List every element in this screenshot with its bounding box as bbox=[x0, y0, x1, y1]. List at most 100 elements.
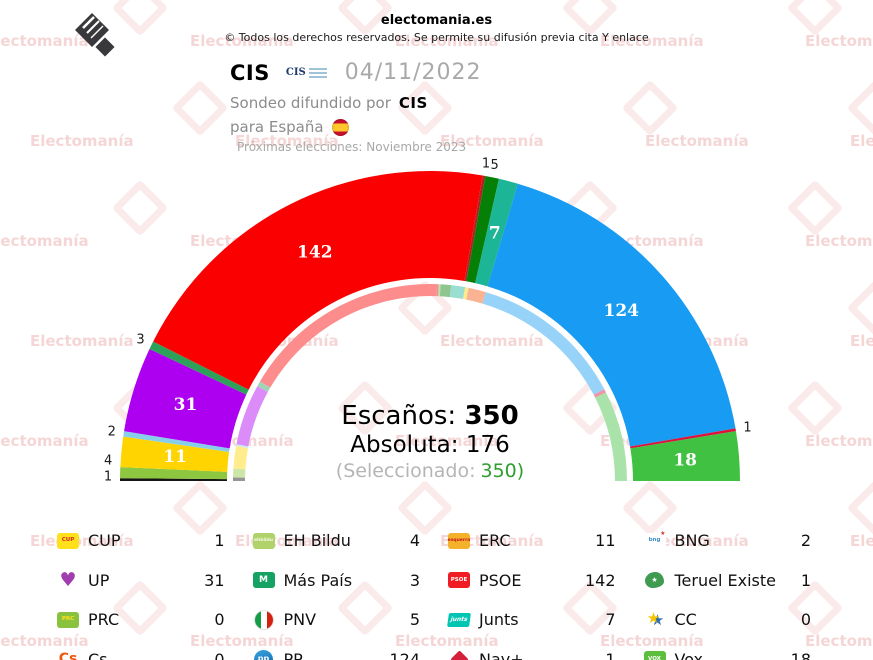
totals-block: Escaños: 350 Absoluta: 176 (Seleccionado… bbox=[270, 401, 590, 482]
party-seats: 1 bbox=[800, 570, 811, 590]
inner-arc-segment-prc bbox=[438, 284, 441, 297]
psoe-logo-icon: PSOE bbox=[446, 570, 472, 590]
majority-label: Absoluta: bbox=[350, 432, 459, 458]
party-seats: 124 bbox=[389, 649, 420, 660]
inner-arc-segment-vox bbox=[595, 392, 627, 481]
cis-logo-text: CIS bbox=[285, 67, 306, 78]
party-name: BNG bbox=[674, 531, 710, 551]
inner-arc-segment-cc bbox=[463, 287, 469, 300]
pp-logo-icon: pp bbox=[251, 649, 277, 660]
party-name: PRC bbox=[88, 610, 120, 630]
seat-label-teruel-existe: 1 bbox=[482, 156, 490, 171]
party-seats: 31 bbox=[204, 570, 225, 590]
watermark-logo-icon bbox=[846, 479, 873, 537]
arc-segment-bng bbox=[123, 431, 230, 452]
party-name: CC bbox=[674, 610, 697, 630]
watermark-logo-icon bbox=[111, 179, 169, 237]
party-name: Vox bbox=[674, 649, 703, 660]
party-name: EH Bildu bbox=[283, 531, 351, 551]
inner-arc-segment-eh-bildu bbox=[233, 468, 246, 478]
watermark-text: Electomanía bbox=[850, 332, 873, 350]
watermark-text: Electomanía bbox=[805, 232, 873, 250]
watermark-logo-icon bbox=[846, 79, 873, 137]
party-seats: 3 bbox=[409, 570, 420, 590]
seats-total-label: Escaños: bbox=[341, 401, 457, 431]
legend-item-bng: ★ bng BNG 2 bbox=[642, 521, 811, 561]
legend-item-psoe: PSOE PSOE 142 bbox=[446, 561, 616, 601]
seat-label-nav: 1 bbox=[743, 420, 751, 435]
party-name: Cs bbox=[88, 649, 108, 660]
arc-segment-cup bbox=[119, 478, 228, 481]
watermark-logo-icon bbox=[171, 279, 229, 337]
party-name: PNV bbox=[283, 610, 317, 630]
seats-total-value: 350 bbox=[464, 401, 519, 431]
seat-label-junts: 7 bbox=[489, 223, 501, 243]
watermark-logo-icon bbox=[396, 279, 454, 337]
watermark-logo-icon bbox=[786, 379, 844, 437]
watermark-text: Electomanía bbox=[0, 432, 89, 450]
watermark-logo-icon bbox=[171, 79, 229, 137]
party-seats: 4 bbox=[409, 531, 420, 551]
arc-segment-m-s-pa-s bbox=[149, 341, 249, 395]
watermark-text: Electomanía bbox=[850, 132, 873, 150]
party-seats: 1 bbox=[214, 531, 225, 551]
spain-flag-icon bbox=[331, 118, 349, 136]
watermark-logo-icon bbox=[111, 379, 169, 437]
pollster-name: CIS bbox=[230, 60, 270, 85]
seat-label-erc: 11 bbox=[163, 447, 187, 467]
legend-item-cc: ★ ★ CC 0 bbox=[642, 600, 811, 640]
inner-arc-segment-erc bbox=[233, 445, 248, 470]
inner-arc-segment-psoe bbox=[259, 284, 438, 388]
up-logo-icon: ♥ bbox=[59, 568, 77, 591]
party-seats: 18 bbox=[790, 649, 811, 660]
party-name: Junts bbox=[479, 610, 519, 630]
selected-value: 350) bbox=[480, 460, 525, 482]
party-seats: 2 bbox=[800, 531, 811, 551]
legend-item-vox: VOX Vox 18 bbox=[642, 640, 811, 660]
legend-item-erc: esquerra ERC 11 bbox=[446, 521, 616, 561]
cis-logo-lines bbox=[308, 67, 327, 78]
inner-arc-segment-nav bbox=[593, 389, 606, 398]
watermark-text: Electomanía bbox=[440, 332, 544, 350]
party-name: UP bbox=[88, 570, 110, 590]
region-text: para España bbox=[230, 118, 324, 136]
inner-arc-segment-teruel-existe bbox=[436, 284, 439, 297]
party-seats: 7 bbox=[605, 610, 616, 630]
inner-arc-segment-pnv bbox=[439, 284, 452, 298]
party-name: PP bbox=[283, 649, 303, 660]
party-seats: 0 bbox=[214, 610, 225, 630]
watermark-logo-icon bbox=[786, 179, 844, 237]
ehbildu-logo-icon: ehbildu bbox=[251, 531, 277, 551]
watermark-text: Electomanía bbox=[235, 332, 339, 350]
seat-label-m-s-pa-s: 3 bbox=[136, 332, 144, 347]
party-seats: 5 bbox=[409, 610, 420, 630]
arc-segment-up bbox=[124, 349, 247, 449]
seat-label-eh-bildu: 4 bbox=[104, 454, 112, 469]
mas-pais-logo-icon: M bbox=[251, 570, 277, 590]
seat-label-psoe: 142 bbox=[297, 242, 333, 262]
arc-segment-nav bbox=[630, 428, 736, 449]
arc-segment-junts bbox=[475, 178, 518, 287]
watermark-logo-icon bbox=[336, 179, 394, 237]
arc-segment-psoe bbox=[153, 171, 483, 390]
watermark-logo-icon bbox=[621, 79, 679, 137]
cc-logo-icon: ★ ★ bbox=[646, 609, 665, 630]
watermark-logo-icon bbox=[621, 279, 679, 337]
pnv-logo-icon bbox=[251, 610, 277, 630]
inner-arc-segment-pp bbox=[482, 292, 605, 395]
inner-arc-segment-junts bbox=[449, 285, 466, 299]
majority-value: 176 bbox=[465, 432, 510, 458]
bng-logo-icon: ★ bng bbox=[642, 530, 668, 551]
site-title: electomania.es bbox=[380, 13, 493, 28]
poll-date: 04/11/2022 bbox=[344, 60, 482, 85]
cis-logo-icon: CIS bbox=[286, 67, 327, 78]
party-name: CUP bbox=[88, 531, 121, 551]
party-seats: 0 bbox=[214, 649, 225, 660]
seat-label-up: 31 bbox=[174, 395, 198, 415]
legend-item-teruel-existe: ★ Teruel Existe 1 bbox=[642, 561, 811, 601]
junts-logo-icon: junts bbox=[446, 610, 472, 630]
seat-label-pp: 124 bbox=[604, 301, 640, 321]
selected-label: (Seleccionado: bbox=[335, 460, 476, 482]
arc-segment-vox bbox=[630, 431, 740, 481]
